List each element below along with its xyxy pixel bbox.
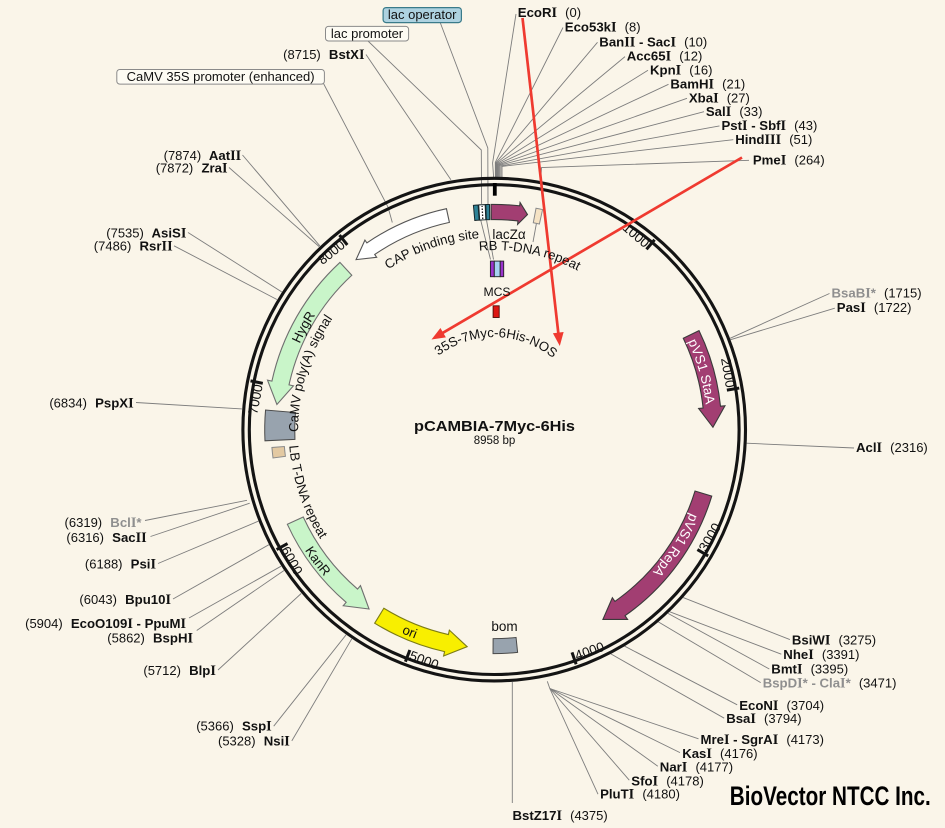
svg-text:BanII - SacI (10): BanII - SacI (10) [599, 34, 707, 50]
svg-text:(5712) BlpI: (5712) BlpI [143, 663, 216, 679]
svg-text:2000: 2000 [718, 357, 738, 389]
svg-text:PmeI (264): PmeI (264) [753, 153, 825, 169]
svg-text:(5366) SspI: (5366) SspI [196, 719, 272, 735]
svg-text:(6316) SacII: (6316) SacII [66, 530, 147, 546]
svg-text:lac promoter: lac promoter [331, 26, 404, 41]
svg-text:BsaBI* (1715): BsaBI* (1715) [832, 286, 922, 302]
svg-text:KasI (4176): KasI (4176) [682, 746, 757, 762]
svg-text:(5904) EcoO109I - PpuMI: (5904) EcoO109I - PpuMI [25, 616, 186, 632]
svg-text:BsaI (3794): BsaI (3794) [726, 711, 801, 727]
svg-text:(6188) PsiI: (6188) PsiI [85, 556, 157, 572]
svg-text:(6043) Bpu10I: (6043) Bpu10I [79, 592, 171, 608]
svg-text:Acc65I (12): Acc65I (12) [627, 49, 703, 65]
svg-text:7000: 7000 [245, 383, 266, 415]
svg-text:(6834) PspXI: (6834) PspXI [49, 395, 134, 411]
svg-text:EcoNI (3704): EcoNI (3704) [739, 698, 824, 714]
svg-text:lac operator: lac operator [388, 7, 457, 22]
svg-text:(5328) NsiI: (5328) NsiI [218, 733, 290, 749]
svg-text:NheI (3391): NheI (3391) [783, 647, 859, 663]
svg-text:SfoI (4178): SfoI (4178) [631, 774, 703, 790]
svg-text:BamHI (21): BamHI (21) [670, 77, 745, 93]
svg-text:Eco53kI (8): Eco53kI (8) [565, 20, 641, 36]
svg-text:bom: bom [491, 619, 517, 634]
svg-text:NarI (4177): NarI (4177) [660, 759, 733, 775]
svg-text:AclI (2316): AclI (2316) [856, 440, 928, 456]
svg-text:HindIII (51): HindIII (51) [735, 132, 812, 148]
svg-text:PasI (1722): PasI (1722) [837, 300, 912, 316]
svg-text:(7486) RsrII: (7486) RsrII [94, 239, 173, 255]
svg-text:BstZ17I (4375): BstZ17I (4375) [513, 808, 608, 824]
svg-text:(7535) AsiSI: (7535) AsiSI [106, 225, 187, 241]
svg-text:8958 bp: 8958 bp [474, 435, 516, 447]
svg-text:CaMV 35S promoter (enhanced): CaMV 35S promoter (enhanced) [127, 69, 315, 84]
svg-text:PstI - SbfI (43): PstI - SbfI (43) [722, 118, 818, 134]
svg-text:lacZα: lacZα [492, 227, 526, 242]
svg-text:MreI - SgrAI (4173): MreI - SgrAI (4173) [701, 732, 824, 748]
svg-text:(8715) BstXI: (8715) BstXI [283, 47, 365, 63]
svg-text:PluTI (4180): PluTI (4180) [600, 787, 680, 803]
svg-text:MCS: MCS [483, 285, 510, 299]
svg-text:XbaI (27): XbaI (27) [689, 91, 750, 107]
svg-text:BioVector NTCC Inc.: BioVector NTCC Inc. [730, 781, 931, 811]
svg-text:EcoRI (0): EcoRI (0) [518, 5, 581, 21]
svg-text:pCAMBIA-7Myc-6His: pCAMBIA-7Myc-6His [414, 419, 575, 435]
svg-text:SalI (33): SalI (33) [706, 104, 763, 120]
svg-text:(6319) BclI*: (6319) BclI* [65, 515, 143, 531]
svg-text:BmtI (3395): BmtI (3395) [771, 662, 848, 678]
svg-text:BspDI* - ClaI* (3471): BspDI* - ClaI* (3471) [763, 676, 897, 692]
svg-text:(7874) AatII: (7874) AatII [164, 148, 242, 164]
svg-text:(5862) BspHI: (5862) BspHI [107, 631, 193, 647]
svg-text:(7872) ZraI: (7872) ZraI [156, 160, 228, 176]
svg-text:ori: ori [400, 622, 419, 641]
svg-text:KpnI (16): KpnI (16) [650, 63, 712, 79]
svg-text:BsiWI (3275): BsiWI (3275) [792, 632, 876, 648]
